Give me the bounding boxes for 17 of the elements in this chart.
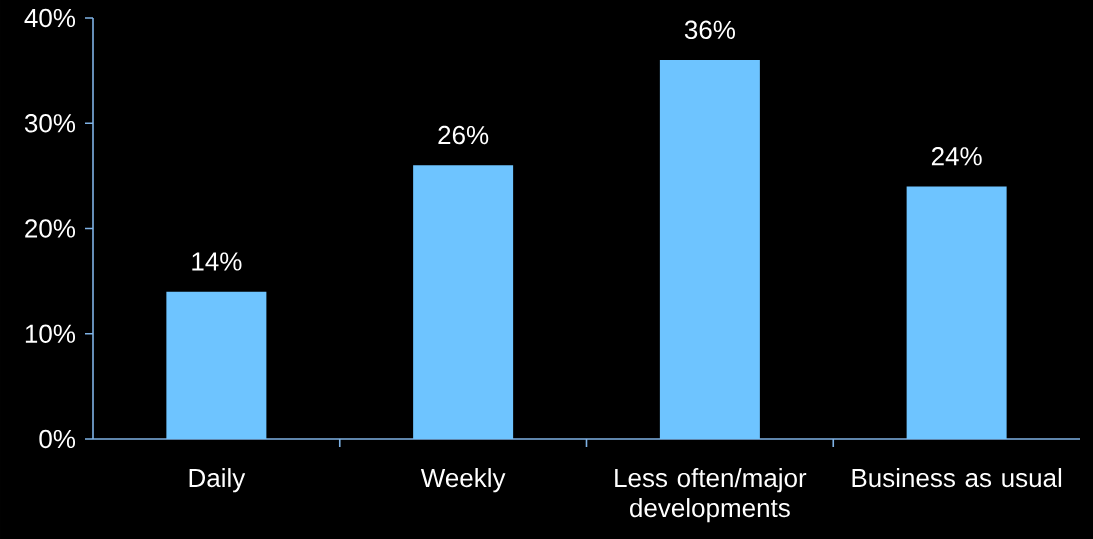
y-tick-label: 0% [39, 429, 76, 449]
bar [166, 291, 267, 439]
data-label: 14% [192, 252, 242, 271]
data-label: 26% [438, 125, 489, 145]
bar [413, 165, 514, 439]
data-label: 36% [684, 20, 735, 40]
y-tick-label: 30% [24, 114, 76, 133]
data-label: 24% [931, 147, 982, 166]
bar [659, 60, 760, 439]
bar [906, 186, 1007, 439]
y-tick-label: 20% [25, 219, 76, 238]
y-tick-label: 10% [25, 324, 76, 343]
x-tick-label: Weekly [420, 468, 506, 493]
x-tick-label: Daily [189, 468, 246, 493]
x-tick-label: Business as usual [852, 468, 1062, 488]
y-tick-label: 40% [24, 8, 76, 28]
x-tick-label: Less often/major developments [615, 468, 807, 523]
